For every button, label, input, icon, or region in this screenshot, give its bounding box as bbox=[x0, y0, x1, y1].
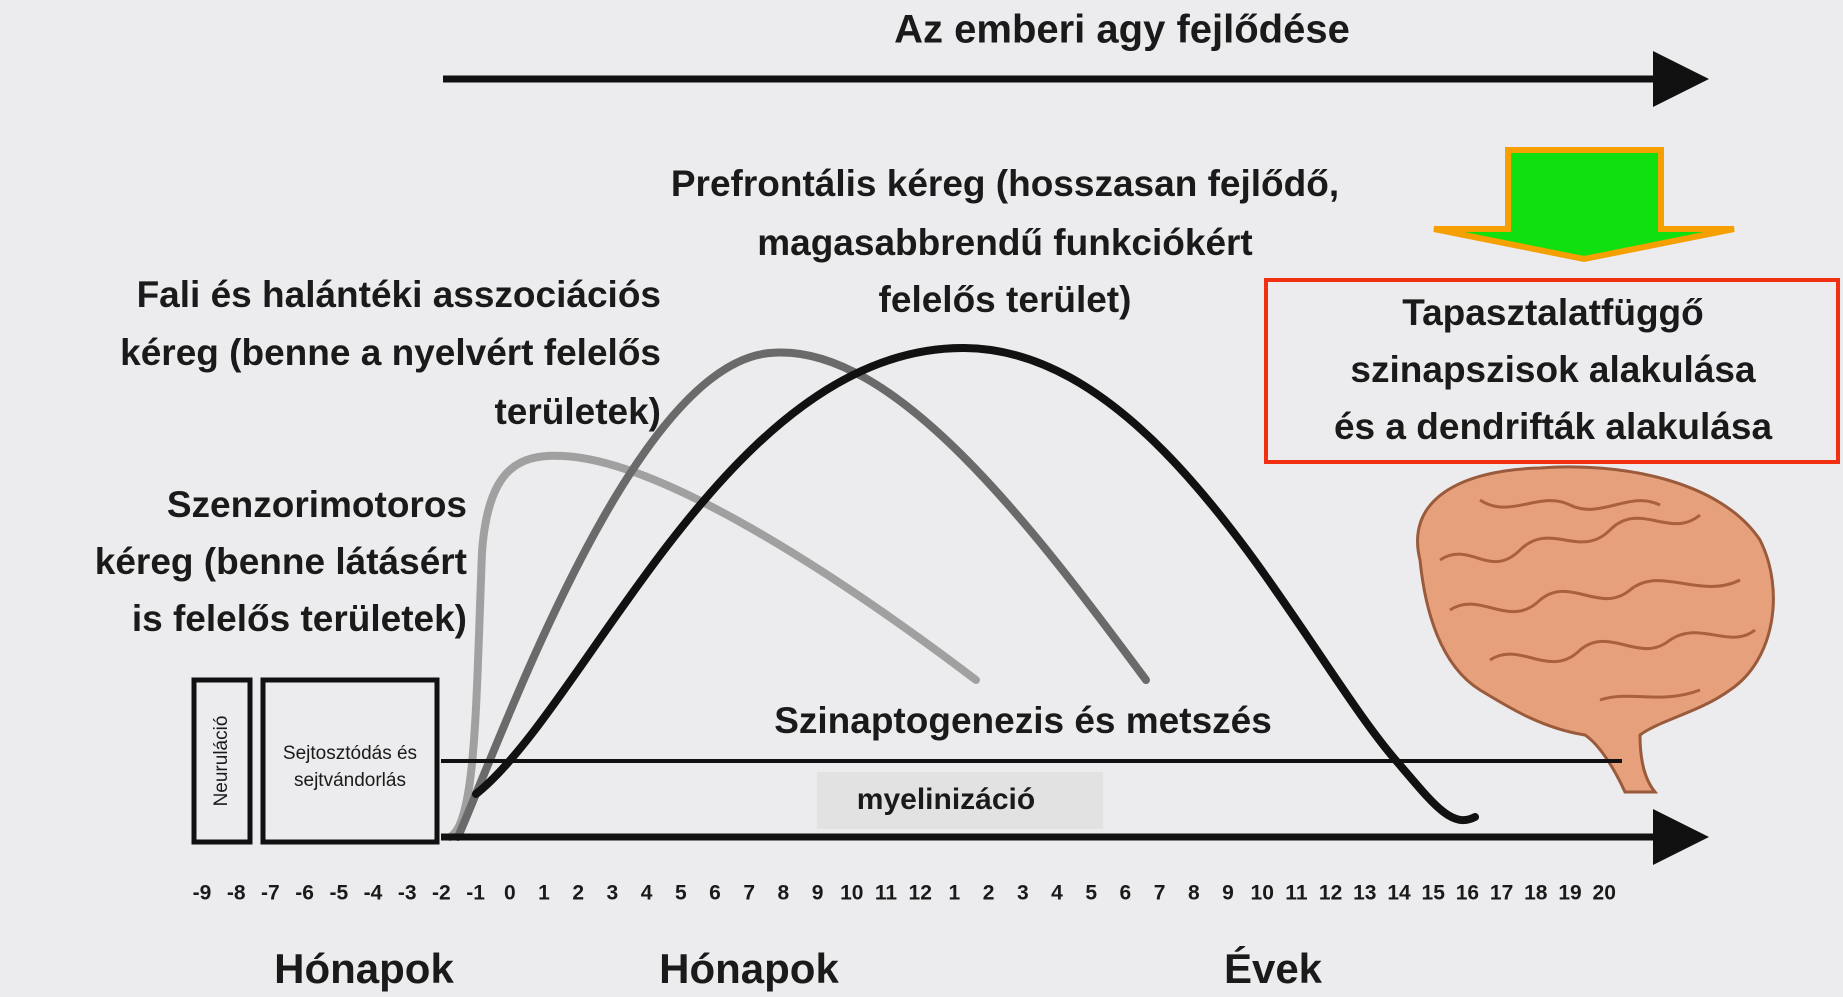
tick-label: 8 bbox=[778, 882, 790, 905]
tick-label: 5 bbox=[675, 882, 687, 905]
title: Az emberi agy fejlődése bbox=[894, 8, 1350, 52]
unit-label: Évek bbox=[1224, 945, 1323, 992]
tick-label: -5 bbox=[329, 882, 348, 905]
tick-label: 9 bbox=[1222, 882, 1234, 905]
tick-label: 9 bbox=[812, 882, 824, 905]
unit-label: Hónapok bbox=[659, 945, 839, 992]
tick-label: 1 bbox=[949, 882, 961, 905]
tick-label: -4 bbox=[364, 882, 383, 905]
tick-label: -3 bbox=[398, 882, 417, 905]
tick-label: 14 bbox=[1387, 882, 1411, 905]
tick-label: 4 bbox=[1051, 882, 1063, 905]
tick-label: 2 bbox=[572, 882, 584, 905]
parietal-label: Fali és halántéki asszociációs bbox=[137, 274, 661, 315]
experience-text: és a dendrifták alakulása bbox=[1334, 406, 1772, 447]
tick-label: 19 bbox=[1558, 882, 1581, 905]
green-arrow bbox=[1434, 150, 1734, 259]
synaptogenesis-label: Szinaptogenezis és metszés bbox=[774, 700, 1272, 741]
division-text: sejtvándorlás bbox=[294, 770, 406, 791]
sensorimotor-label: kéreg (benne látásért bbox=[95, 541, 467, 582]
tick-label: 2 bbox=[983, 882, 995, 905]
parietal-label: kéreg (benne a nyelvért felelős bbox=[120, 332, 661, 373]
tick-label: -6 bbox=[295, 882, 314, 905]
tick-label: 20 bbox=[1593, 882, 1616, 905]
division-text: Sejtosztódás és bbox=[283, 743, 417, 764]
tick-label: 0 bbox=[504, 882, 516, 905]
tick-label: 5 bbox=[1085, 882, 1097, 905]
tick-label: 11 bbox=[1285, 882, 1308, 905]
tick-label: 18 bbox=[1524, 882, 1548, 905]
unit-label: Hónapok bbox=[274, 945, 454, 992]
experience-text: Tapasztalatfüggő bbox=[1402, 292, 1704, 333]
tick-label: 12 bbox=[909, 882, 932, 905]
experience-text: szinapszisok alakulása bbox=[1350, 349, 1756, 390]
tick-label: 8 bbox=[1188, 882, 1200, 905]
tick-label: 6 bbox=[1120, 882, 1132, 905]
tick-label: -8 bbox=[227, 882, 246, 905]
tick-label: 17 bbox=[1490, 882, 1513, 905]
tick-label: -2 bbox=[432, 882, 451, 905]
sensorimotor-label: is felelős területek) bbox=[132, 598, 467, 639]
tick-label: 1 bbox=[538, 882, 550, 905]
tick-label: 10 bbox=[1251, 882, 1274, 905]
tick-label: 7 bbox=[1154, 882, 1166, 905]
tick-label: 12 bbox=[1319, 882, 1342, 905]
tick-label: 7 bbox=[743, 882, 755, 905]
tick-label: 16 bbox=[1456, 882, 1479, 905]
tick-label: 6 bbox=[709, 882, 721, 905]
tick-label: -1 bbox=[466, 882, 485, 905]
tick-label: 3 bbox=[1017, 882, 1029, 905]
prefrontal-label: magasabbrendű funkciókért bbox=[757, 222, 1253, 263]
neurulation-text: Neuruláció bbox=[211, 716, 232, 807]
tick-label: -7 bbox=[261, 882, 280, 905]
tick-label: 13 bbox=[1353, 882, 1376, 905]
prefrontal-label: Prefrontális kéreg (hosszasan fejlődő, bbox=[671, 163, 1339, 204]
tick-label: 11 bbox=[875, 882, 898, 905]
tick-label: 4 bbox=[641, 882, 653, 905]
tick-label: 10 bbox=[840, 882, 863, 905]
myelination-label: myelinizáció bbox=[857, 783, 1035, 816]
diagram: Az emberi agy fejlődése Prefrontális kér… bbox=[0, 0, 1843, 997]
prefrontal-label: felelős terület) bbox=[879, 279, 1132, 320]
tick-label: 15 bbox=[1422, 882, 1446, 905]
tick-label: -9 bbox=[193, 882, 212, 905]
parietal-label: területek) bbox=[494, 391, 661, 432]
sensorimotor-label: Szenzorimotoros bbox=[167, 484, 467, 525]
brain bbox=[1418, 467, 1774, 792]
tick-label: 3 bbox=[607, 882, 619, 905]
